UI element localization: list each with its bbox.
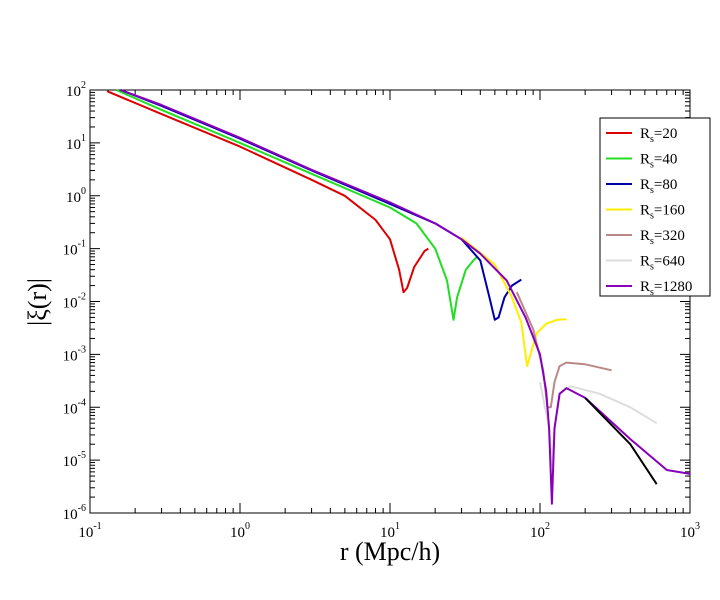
y-tick-label: 102 xyxy=(66,80,86,100)
series-line-extra-7 xyxy=(584,397,658,485)
x-tick-label: 100 xyxy=(230,521,250,541)
y-tick-label: 10-4 xyxy=(63,397,86,417)
y-tick-label: 100 xyxy=(66,186,86,206)
series-layer xyxy=(106,89,691,505)
plot-area xyxy=(89,89,691,514)
x-axis-title: r (Mpc/h) xyxy=(340,537,440,566)
legend-label: Rs=160 xyxy=(640,203,685,222)
x-tick-label: 101 xyxy=(380,521,400,541)
legend-label: Rs=40 xyxy=(640,152,677,171)
series-line-r-s-1280 xyxy=(120,89,691,505)
y-tick-label: 10-3 xyxy=(63,344,86,364)
legend-label: Rs=640 xyxy=(640,254,685,273)
legend-label: Rs=80 xyxy=(640,177,677,196)
legend-label: Rs=20 xyxy=(640,126,677,145)
x-tick-label: 103 xyxy=(680,521,700,541)
series-line-r-s-20 xyxy=(106,90,429,294)
y-tick-label: 10-2 xyxy=(63,292,86,312)
y-tick-label: 10-5 xyxy=(63,450,86,470)
x-tick-label: 102 xyxy=(530,521,550,541)
legend-label: Rs=320 xyxy=(640,228,685,247)
x-tick-label: 10-1 xyxy=(78,521,101,541)
legend-label: Rs=1280 xyxy=(640,279,692,298)
y-tick-label: 10-1 xyxy=(63,239,86,259)
series-line-r-s-40 xyxy=(115,89,478,321)
tick-labels: 10-1 100 101 102 103 10-6 10-5 10-4 10-3 10-2 10-1… xyxy=(63,80,700,541)
series-line-r-s-160 xyxy=(460,237,567,368)
y-tick-label: 10-6 xyxy=(63,503,86,523)
legend: Rs=20 Rs=40 Rs=80 Rs=160 Rs=320 Rs=640 Rs=1280 xyxy=(599,117,711,298)
legend-box xyxy=(599,117,711,297)
y-tick-label: 101 xyxy=(66,133,86,153)
y-axis-title: |ξ(r)| xyxy=(23,278,52,326)
